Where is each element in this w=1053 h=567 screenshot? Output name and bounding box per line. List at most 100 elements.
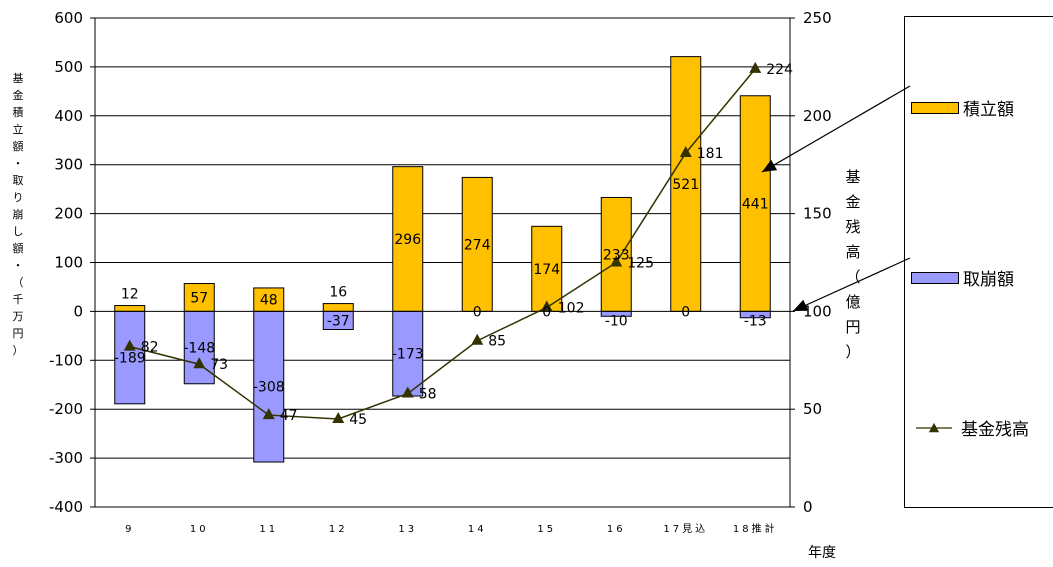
x-tick-label: 18推計 bbox=[733, 522, 778, 535]
x-tick-label: 12 bbox=[329, 524, 348, 535]
label-balance: 125 bbox=[627, 256, 654, 272]
legend-arrows bbox=[761, 85, 911, 312]
label-withdrawal: 0 bbox=[473, 304, 482, 320]
label-reserve: 274 bbox=[464, 237, 491, 253]
bar-reserve bbox=[114, 305, 146, 312]
y-right-label-char: 残 bbox=[845, 218, 861, 236]
balance-marker bbox=[471, 333, 484, 345]
legend-label-withdrawal: 取崩額 bbox=[963, 270, 1014, 290]
y-left-tick-label: 200 bbox=[54, 205, 83, 223]
y-right-label-char: 円 bbox=[845, 318, 861, 336]
y-left-label-char: （ bbox=[12, 276, 24, 289]
y-right-label-char: 億 bbox=[845, 293, 861, 311]
y-left-label-char: ・ bbox=[12, 259, 24, 272]
bar-reserve bbox=[392, 166, 424, 312]
label-balance: 47 bbox=[280, 408, 298, 424]
y-left-tick-label: 500 bbox=[54, 58, 83, 76]
balance-marker bbox=[262, 408, 275, 420]
y-left-tick-label: 100 bbox=[54, 254, 83, 272]
label-withdrawal: -13 bbox=[744, 313, 767, 329]
x-tick-label: 13 bbox=[398, 524, 417, 535]
label-reserve: 441 bbox=[742, 197, 769, 213]
y-left-label-char: り bbox=[12, 191, 24, 204]
y-left-label-char: 万 bbox=[12, 310, 24, 323]
y-right-tick-label: 150 bbox=[803, 205, 832, 223]
x-tick-label: 10 bbox=[190, 524, 209, 535]
y-left-label-char: 崩 bbox=[12, 208, 24, 221]
label-withdrawal: -173 bbox=[392, 347, 424, 363]
label-withdrawal: -37 bbox=[327, 313, 350, 329]
y-left-tick-label: 400 bbox=[54, 107, 83, 125]
axes: 6005004003002001000-100-200-300-40025020… bbox=[49, 9, 832, 535]
y-right-tick-label: 50 bbox=[803, 400, 822, 418]
y-left-label-char: 金 bbox=[12, 89, 24, 102]
label-reserve: 233 bbox=[603, 247, 630, 263]
x-tick-label: 14 bbox=[468, 524, 487, 535]
y-right-label-char: 高 bbox=[845, 243, 861, 261]
y-right-tick-label: 0 bbox=[803, 498, 813, 516]
label-reserve: 296 bbox=[394, 232, 421, 248]
balance-line bbox=[123, 61, 762, 423]
y-left-label-char: 千 bbox=[12, 293, 24, 306]
y-right-tick-label: 200 bbox=[803, 107, 832, 125]
bar-withdrawal bbox=[392, 310, 424, 397]
bars bbox=[114, 56, 771, 463]
bar-reserve bbox=[183, 283, 215, 312]
arrow-withdrawal-shaft bbox=[792, 257, 911, 312]
label-withdrawal: 0 bbox=[681, 304, 690, 320]
y-left-tick-label: 600 bbox=[54, 9, 83, 27]
label-withdrawal: -189 bbox=[114, 351, 146, 367]
bar-withdrawal bbox=[253, 310, 285, 463]
balance-marker bbox=[610, 255, 623, 267]
label-balance: 45 bbox=[349, 412, 367, 428]
y-left-label-char: 立 bbox=[12, 123, 24, 136]
y-axis-left-label: 基金積立額・取り崩し額・（千万円） bbox=[10, 70, 26, 359]
x-tick-label: 9 bbox=[125, 524, 134, 535]
legend-swatch-balance bbox=[916, 422, 952, 432]
y-left-label-char: ） bbox=[12, 344, 24, 357]
y-left-tick-label: 300 bbox=[54, 156, 83, 174]
x-tick-label: 11 bbox=[259, 524, 278, 535]
legend-item-balance: 基金残高 bbox=[911, 415, 1029, 440]
y-right-tick-label: 100 bbox=[803, 302, 832, 320]
y-axis-right-label: 基金残高 （ 億円 ） bbox=[842, 165, 864, 365]
label-reserve: 48 bbox=[260, 293, 278, 309]
balance-marker bbox=[749, 61, 762, 73]
label-balance: 58 bbox=[419, 387, 437, 403]
y-left-tick-label: -400 bbox=[49, 498, 83, 516]
label-withdrawal: -10 bbox=[605, 313, 628, 329]
label-reserve: 16 bbox=[329, 285, 347, 301]
label-reserve: 521 bbox=[672, 177, 699, 193]
label-withdrawal: -148 bbox=[183, 341, 215, 357]
y-right-label-char: （ bbox=[845, 268, 861, 286]
y-left-label-char: 積 bbox=[12, 106, 24, 119]
legend-swatch-withdrawal bbox=[911, 271, 959, 284]
data-labels: 12 57 48 16 296 274 174 233 521 441 -189 -148 -308 -3… bbox=[114, 62, 793, 428]
label-reserve: 174 bbox=[533, 262, 560, 278]
balance-marker bbox=[123, 339, 136, 351]
x-tick-label: 16 bbox=[607, 524, 626, 535]
y-right-tick-label: 250 bbox=[803, 9, 832, 27]
y-right-label-char: 基 bbox=[845, 168, 861, 186]
label-balance: 181 bbox=[697, 146, 724, 162]
y-left-label-char: 額 bbox=[12, 242, 24, 255]
legend-label-balance: 基金残高 bbox=[961, 420, 1029, 440]
y-left-tick-label: 0 bbox=[73, 302, 83, 320]
bar-reserve bbox=[322, 303, 354, 312]
balance-marker bbox=[540, 300, 553, 312]
y-left-tick-label: -100 bbox=[49, 351, 83, 369]
arrow-reserve-shaft bbox=[761, 85, 911, 173]
x-axis-label: 年度 bbox=[808, 545, 836, 561]
legend-item-withdrawal: 取崩額 bbox=[911, 265, 1014, 290]
y-left-tick-label: -300 bbox=[49, 449, 83, 467]
label-balance: 82 bbox=[141, 340, 159, 356]
balance-marker bbox=[193, 357, 206, 369]
y-left-label-char: 円 bbox=[12, 327, 24, 340]
y-left-label-char: 額 bbox=[12, 140, 24, 153]
label-balance: 85 bbox=[488, 334, 506, 350]
balance-marker bbox=[332, 411, 345, 423]
legend: 積立額 取崩額 基金残高 bbox=[904, 16, 1053, 508]
y-left-tick-label: -200 bbox=[49, 400, 83, 418]
y-left-label-char: 取 bbox=[12, 174, 24, 187]
